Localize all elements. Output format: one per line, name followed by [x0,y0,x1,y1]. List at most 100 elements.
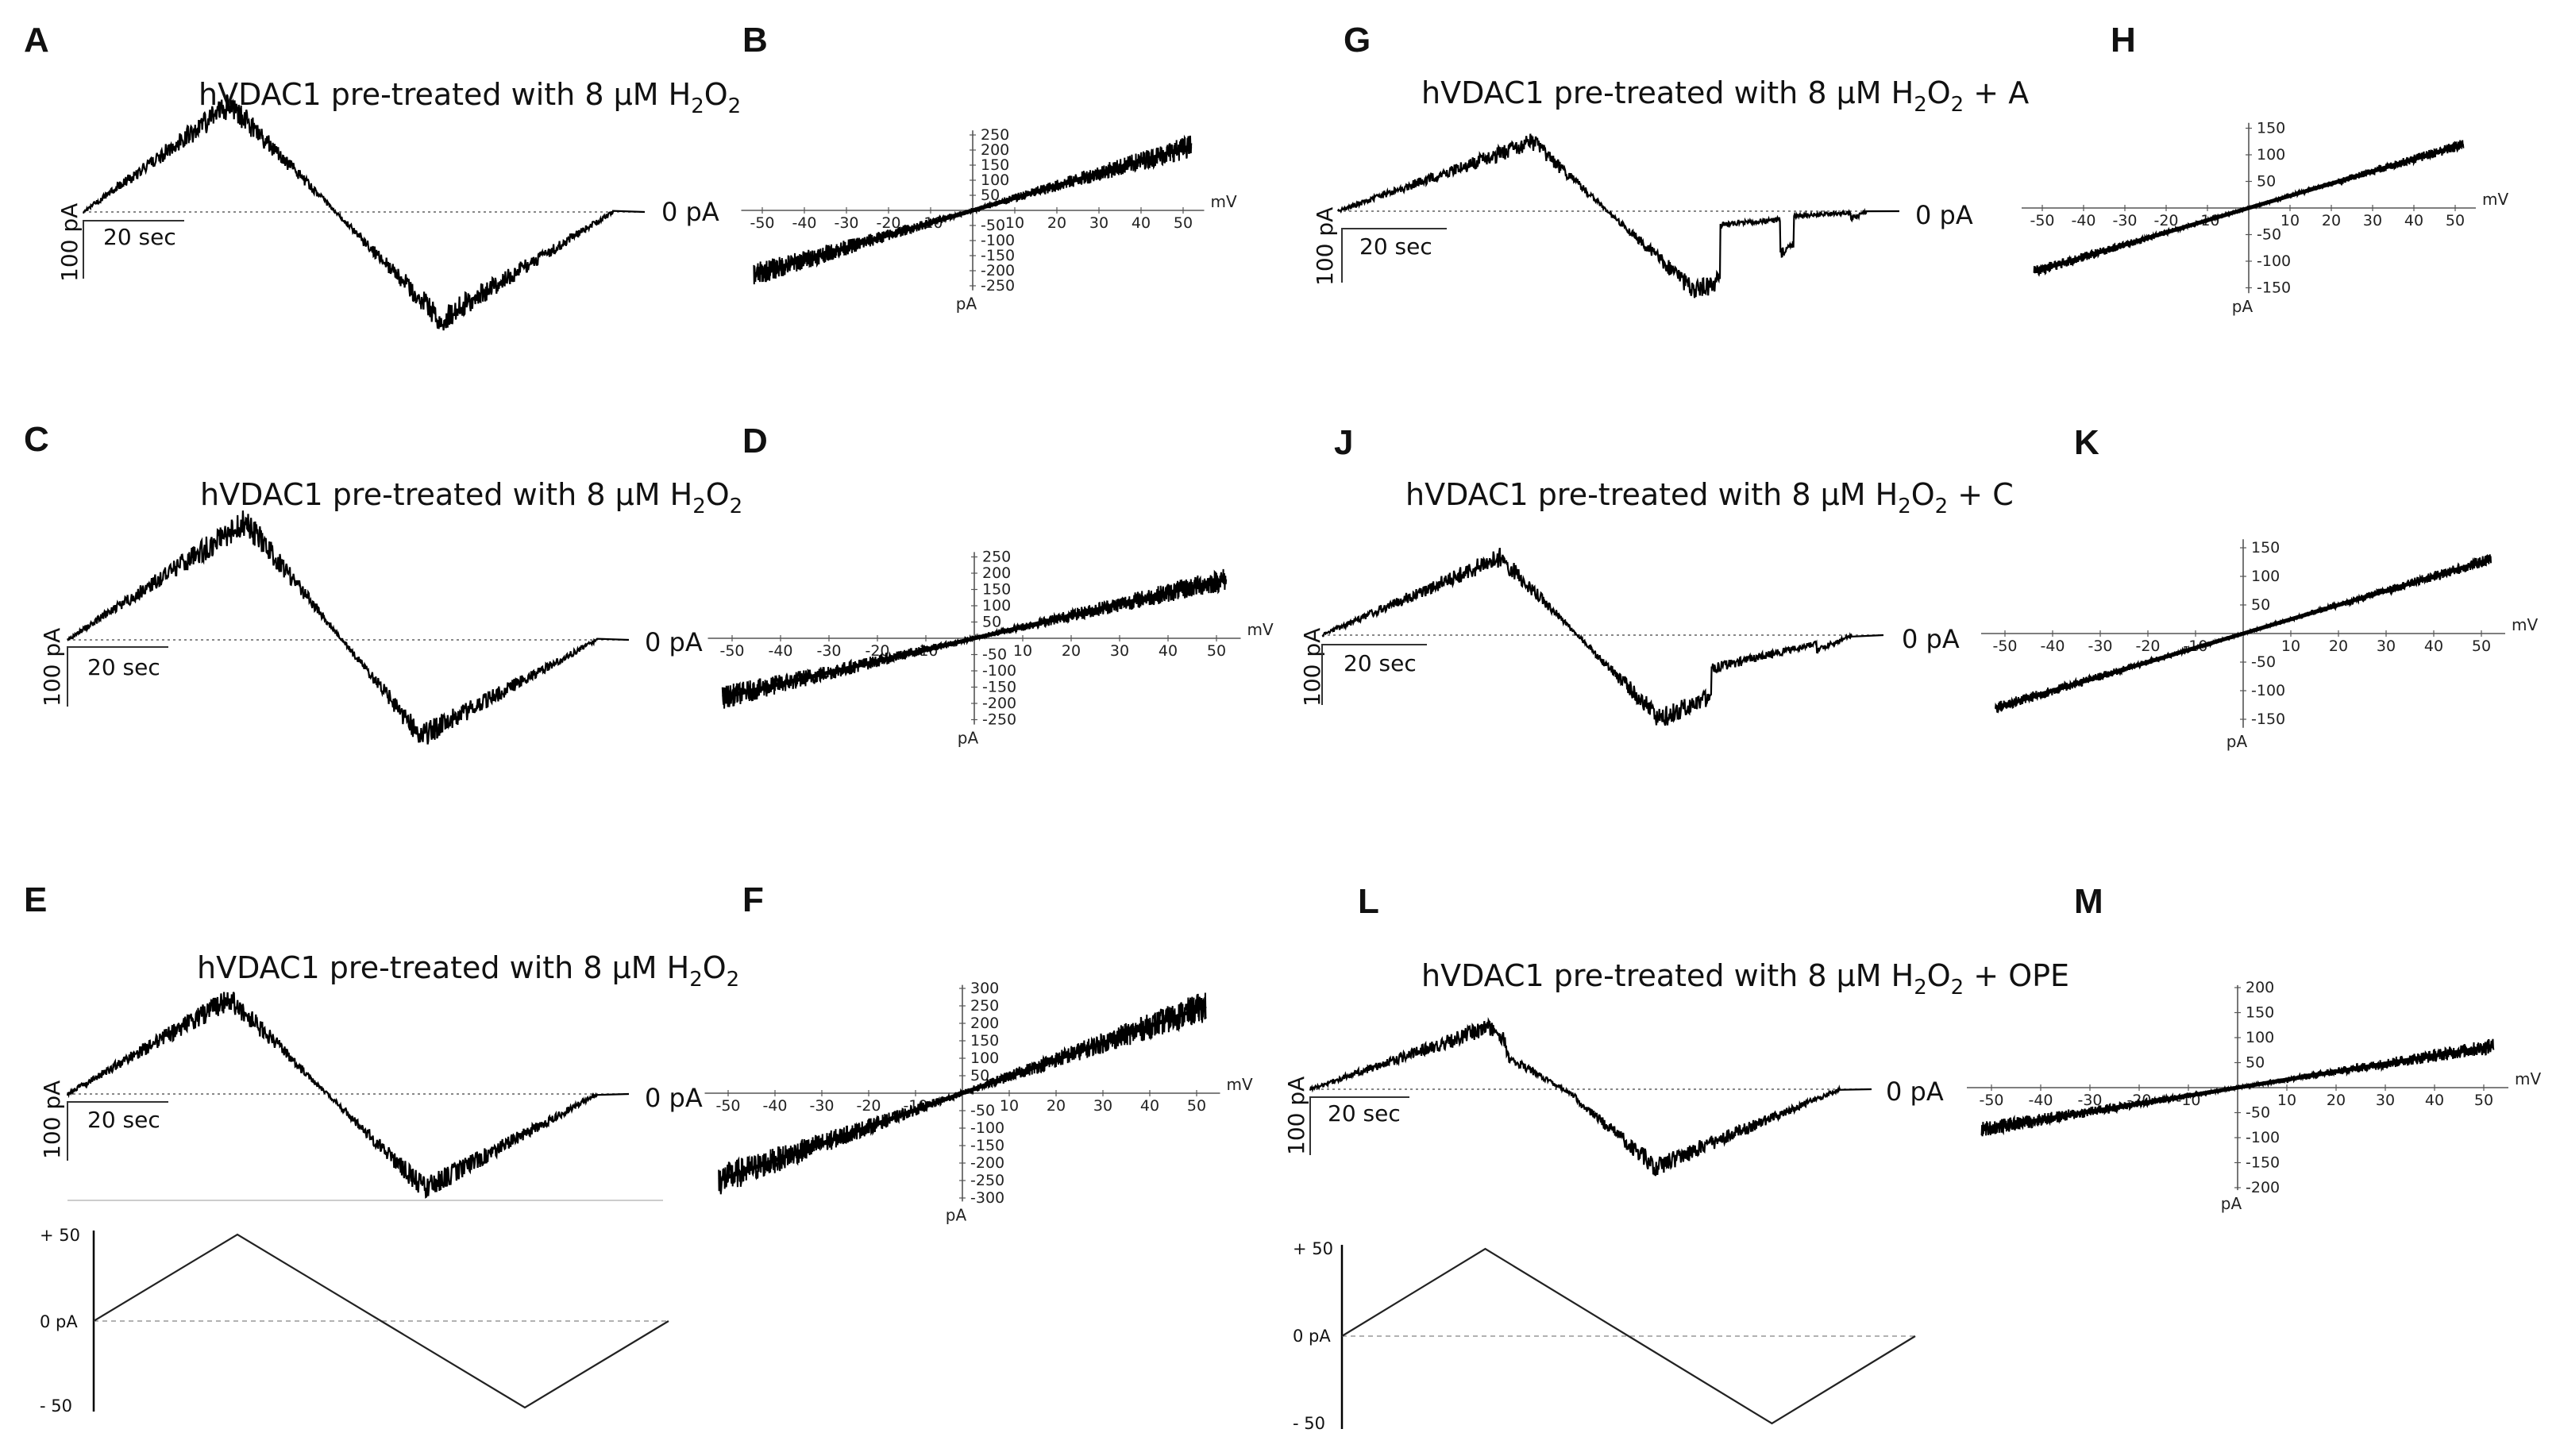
y-tick-label-h: -50 [2257,226,2281,244]
protocol-right-minus50: - 50 [1293,1414,1325,1433]
y-axis-label-k: pA [2227,732,2248,751]
x-tick-label-b: 10 [1005,214,1024,232]
y-tick-label-m: -150 [2246,1154,2280,1172]
x-tick-label-f: -40 [762,1097,787,1115]
x-tick-label-f: 50 [1187,1097,1206,1115]
scale-bar-a [83,220,184,279]
y-tick-label-d: -150 [982,679,1016,696]
zero-label-l: 0 pA [1886,1077,1944,1107]
y-tick-label-d: -50 [982,646,1007,664]
scale-time-c: 20 sec [87,654,160,680]
panel-label-c: C [24,420,49,459]
y-tick-label-f: 150 [970,1032,999,1050]
y-tick-label-k: -50 [2251,653,2276,671]
trace-title-j: hVDAC1 pre-treated with 8 μM H2O2 + C [1405,477,2014,518]
scale-current-a: 100 pA [56,203,83,282]
y-tick-label-m: -50 [2246,1104,2270,1122]
trace-title-l: hVDAC1 pre-treated with 8 μM H2O2 + OPE [1421,958,2069,1000]
x-tick-label-k: -50 [1992,637,2017,655]
panel-label-f: F [742,880,764,919]
scale-current-l: 100 pA [1283,1077,1309,1155]
y-tick-label-h: 150 [2257,120,2285,137]
x-axis-label-h: mV [2482,190,2508,209]
x-tick-label-b: 20 [1047,214,1066,232]
panel-label-h: H [2111,21,2136,60]
y-tick-label-b: -150 [981,247,1015,264]
x-tick-label-f: 40 [1140,1097,1159,1115]
trace-line-g [1336,133,1900,299]
x-tick-label-h: 20 [2322,212,2341,229]
x-tick-label-h: -50 [2030,212,2054,229]
x-axis-label-m: mV [2515,1069,2541,1088]
zero-label-g: 0 pA [1915,200,1973,230]
y-tick-label-b: 200 [981,141,1009,159]
x-tick-label-d: -30 [816,642,841,660]
scale-current-j: 100 pA [1299,628,1325,707]
protocol-ramp-left [93,1233,669,1409]
protocol-left-plus50: + 50 [40,1226,80,1245]
y-tick-label-m: 50 [2246,1054,2265,1072]
y-tick-label-f: -100 [970,1119,1004,1137]
trace-line-c [66,510,630,745]
x-tick-label-h: 40 [2404,212,2423,229]
x-tick-label-h: -40 [2071,212,2095,229]
trace-title-g: hVDAC1 pre-treated with 8 μM H2O2 + A [1421,75,2029,117]
protocol-right-plus50: + 50 [1293,1239,1333,1258]
panel-label-d: D [742,422,768,460]
y-tick-label-d: 150 [982,581,1011,599]
x-tick-label-b: 40 [1132,214,1151,232]
x-tick-label-b: -50 [750,214,774,232]
x-tick-label-f: 10 [1000,1097,1019,1115]
y-tick-label-f: -200 [970,1154,1004,1172]
x-tick-label-f: -50 [715,1097,740,1115]
y-tick-label-f: -150 [970,1137,1004,1154]
y-tick-label-b: -50 [981,217,1005,234]
scale-current-g: 100 pA [1312,207,1338,286]
x-tick-label-b: -30 [834,214,858,232]
x-tick-label-d: 10 [1013,642,1032,660]
y-tick-label-h: -150 [2257,279,2291,297]
x-tick-label-b: 30 [1089,214,1108,232]
x-tick-label-d: -50 [719,642,744,660]
y-tick-label-f: 100 [970,1050,999,1067]
x-tick-label-d: -40 [768,642,792,660]
x-tick-label-f: 20 [1047,1097,1066,1115]
trace-title-a: hVDAC1 pre-treated with 8 μM H2O2 [199,77,741,118]
x-tick-label-k: -30 [2088,637,2112,655]
panel-label-j: J [1334,423,1353,462]
y-tick-label-m: 100 [2246,1029,2274,1046]
iv-fit-line-h [2033,142,2465,274]
y-axis-label-m: pA [2221,1194,2242,1213]
x-tick-label-d: 40 [1159,642,1178,660]
x-tick-label-k: 40 [2424,637,2443,655]
y-tick-label-k: 50 [2251,596,2270,614]
x-axis-label-d: mV [1247,620,1274,639]
iv-fit-line-b [753,144,1193,277]
scale-time-a: 20 sec [103,224,176,250]
y-tick-label-f: -250 [970,1172,1004,1189]
y-tick-label-d: -100 [982,662,1016,680]
protocol-left-minus50: - 50 [40,1396,72,1416]
x-tick-label-m: 20 [2327,1092,2346,1109]
y-tick-label-m: 150 [2246,1004,2274,1022]
y-tick-label-m: -200 [2246,1179,2280,1196]
y-tick-label-f: 250 [970,997,999,1015]
y-tick-label-d: -200 [982,695,1016,712]
iv-fit-line-f [718,1003,1207,1183]
trace-line-j [1321,547,1884,726]
y-tick-label-d: 200 [982,564,1011,582]
x-tick-label-d: 50 [1207,642,1226,660]
y-tick-label-d: 50 [982,614,1001,631]
zero-label-c: 0 pA [645,627,703,657]
y-tick-label-f: -300 [970,1189,1004,1207]
trace-line-e [66,992,630,1199]
x-tick-label-b: -40 [792,214,816,232]
x-tick-label-b: -20 [876,214,900,232]
zero-label-j: 0 pA [1902,624,1960,654]
y-tick-label-b: -250 [981,277,1015,295]
y-tick-label-k: -100 [2251,682,2285,699]
x-tick-label-h: -20 [2153,212,2178,229]
x-tick-label-f: -30 [809,1097,834,1115]
trace-title-c: hVDAC1 pre-treated with 8 μM H2O2 [200,477,742,518]
